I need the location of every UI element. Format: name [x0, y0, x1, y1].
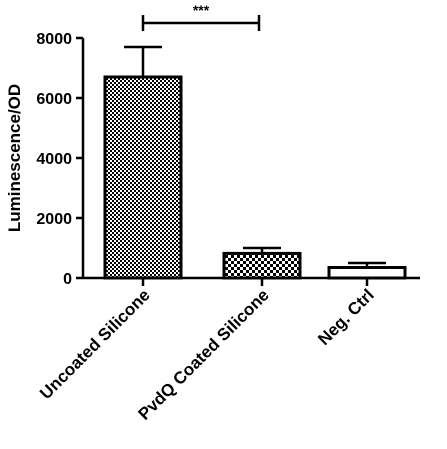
y-tick-label: 8000: [36, 31, 72, 48]
bar: [103, 75, 183, 280]
y-tick-label: 4000: [36, 151, 72, 168]
x-tick-label: Neg. Ctrl: [314, 285, 378, 349]
significance-label: ***: [193, 2, 210, 18]
error-bars: [124, 45, 386, 268]
x-tick-label: Uncoated Silicone: [36, 285, 154, 403]
y-axis-label: Luminescence/OD: [5, 84, 24, 232]
x-tick-label: PvdQ Coated Silicone: [134, 285, 272, 423]
y-tick-label: 2000: [36, 211, 72, 228]
bar: [222, 251, 302, 280]
y-tick-label: 0: [63, 271, 72, 288]
significance-bracket: ***: [141, 2, 261, 31]
y-tick-label: 6000: [36, 91, 72, 108]
y-axis: 0 2000 4000 6000 8000: [36, 31, 85, 288]
bar: [327, 266, 407, 280]
